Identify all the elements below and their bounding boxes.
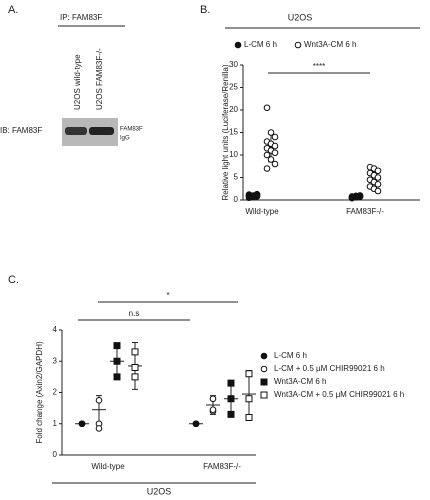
point xyxy=(271,160,279,168)
point xyxy=(113,373,121,381)
x-tick-label: FAM83F-/- xyxy=(346,207,384,216)
y-tick-label: 10 xyxy=(229,150,238,159)
point xyxy=(78,420,86,428)
annotation: **** xyxy=(313,62,325,71)
y-tick-label: 5 xyxy=(234,173,239,182)
point xyxy=(245,395,253,403)
y-tick-label: 0 xyxy=(53,450,58,459)
y-tick-label: 3 xyxy=(53,356,58,365)
point xyxy=(271,142,279,150)
panel-label: C. xyxy=(8,274,19,286)
x-tick-label: Wild-type xyxy=(245,207,279,216)
point xyxy=(374,180,382,188)
annotation: n.s xyxy=(129,309,140,318)
legend-marker xyxy=(260,391,268,399)
band-label: IgG xyxy=(120,136,130,142)
y-tick-label: 15 xyxy=(229,128,238,137)
point xyxy=(263,165,271,172)
point xyxy=(113,342,121,350)
y-tick-label: 25 xyxy=(229,83,238,92)
point xyxy=(209,395,217,403)
point xyxy=(227,410,235,418)
y-axis-label: Relative light units (Luciferase/Renilla… xyxy=(221,64,230,200)
point xyxy=(374,187,382,195)
legend-marker xyxy=(260,378,268,386)
point xyxy=(245,370,253,378)
point xyxy=(209,406,217,413)
x-tick-label: FAM83F-/- xyxy=(203,462,241,471)
ip-label: IP: FAM83F xyxy=(60,13,102,22)
point xyxy=(271,133,279,141)
legend-label: L-CM 6 h xyxy=(244,40,277,49)
point xyxy=(113,357,121,365)
point xyxy=(95,397,103,404)
point xyxy=(227,395,235,403)
y-tick-label: 20 xyxy=(229,105,238,114)
y-axis-label: Fold change (Axin2/GAPDH) xyxy=(35,341,44,444)
point xyxy=(263,104,271,112)
panel-a: A. IP: FAM83F U2OS wild-type U2OS FAM83F… xyxy=(0,4,143,146)
point xyxy=(374,174,382,181)
y-tick-label: 0 xyxy=(234,195,239,204)
ib-label: IB: FAM83F xyxy=(0,126,42,135)
point xyxy=(131,373,139,381)
panel-label: A. xyxy=(8,4,18,16)
y-tick-label: 4 xyxy=(53,325,58,334)
legend-marker xyxy=(234,41,242,49)
annotation: * xyxy=(166,291,169,300)
band xyxy=(65,127,87,135)
point xyxy=(356,192,364,199)
legend-marker xyxy=(260,352,268,360)
legend-marker xyxy=(260,365,268,373)
legend-label: L-CM 6 h xyxy=(274,351,307,360)
legend-label: Wnt3A-CM 6 h xyxy=(304,40,356,49)
band xyxy=(89,127,114,135)
x-tick-label: Wild-type xyxy=(91,462,125,471)
band-label: FAM83F xyxy=(120,127,143,133)
point xyxy=(267,156,275,163)
lane-label: U2OS FAM83F-/- xyxy=(95,48,104,110)
y-tick-label: 1 xyxy=(53,419,58,428)
point xyxy=(271,149,279,157)
point xyxy=(245,414,253,421)
legend-label: L-CM + 0.5 µM CHIR99021 6 h xyxy=(274,364,385,373)
panel-label: B. xyxy=(200,4,210,16)
point xyxy=(192,420,200,428)
point xyxy=(253,190,261,198)
point xyxy=(131,348,139,356)
legend-label: Wnt3A-CM 6 h xyxy=(274,377,326,386)
point xyxy=(227,379,235,387)
chart-title: U2OS xyxy=(288,12,313,22)
point xyxy=(263,151,271,159)
point xyxy=(95,425,103,432)
y-tick-label: 2 xyxy=(53,388,58,397)
lane-label: U2OS wild-type xyxy=(73,54,82,110)
y-tick-label: 30 xyxy=(229,60,238,69)
point xyxy=(374,167,382,175)
point xyxy=(131,364,139,371)
x-axis-label: U2OS xyxy=(147,486,172,496)
legend-label: Wnt3A-CM + 0.5 μM CHIR99021 6 h xyxy=(274,390,404,399)
legend-marker xyxy=(294,41,302,49)
point xyxy=(267,129,275,136)
